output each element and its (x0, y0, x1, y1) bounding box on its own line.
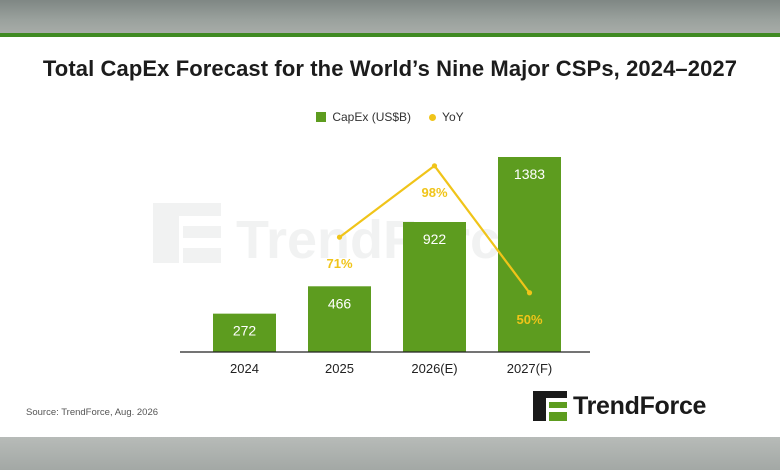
legend-item-yoy: YoY (429, 110, 464, 124)
x-tick-label: 2026(E) (411, 361, 457, 376)
legend: CapEx (US$B) YoY (0, 110, 780, 124)
bottom-band (0, 437, 780, 470)
dot-swatch-icon (429, 113, 437, 121)
bar-value-label: 272 (233, 323, 257, 339)
bar-value-label: 1383 (514, 166, 545, 182)
legend-item-capex: CapEx (US$B) (316, 110, 411, 124)
yoy-value-label: 50% (516, 312, 542, 327)
top-accent-line (0, 33, 780, 37)
source-note: Source: TrendForce, Aug. 2026 (26, 407, 159, 418)
watermark: TrendForce (153, 203, 530, 270)
bar-value-label: 922 (423, 231, 447, 247)
brand-name: TrendForce (573, 391, 707, 420)
bar-2027(F) (498, 157, 561, 352)
top-band (0, 0, 780, 33)
bar-2024 (213, 313, 276, 352)
x-tick-label: 2024 (230, 361, 259, 376)
bar-swatch-icon (316, 112, 327, 122)
yoy-value-label: 98% (421, 185, 447, 200)
bar-2026(E) (403, 222, 466, 352)
yoy-point (431, 163, 438, 169)
bar-value-label: 466 (328, 295, 352, 311)
trendforce-logo-icon (533, 391, 567, 421)
x-tick-label: 2025 (325, 361, 354, 376)
bar-series: 272 466 922 1383 (213, 157, 561, 352)
bar-2025 (308, 286, 371, 352)
yoy-point (336, 234, 343, 240)
brand-logo: TrendForce (533, 391, 706, 421)
yoy-point (526, 290, 533, 296)
legend-label-yoy: YoY (442, 110, 464, 124)
legend-label-capex: CapEx (US$B) (332, 110, 412, 124)
chart-title: Total CapEx Forecast for the World’s Nin… (42, 56, 738, 81)
x-tick-labels: 2024 2025 2026(E) 2027(F) (230, 361, 552, 376)
x-tick-label: 2027(F) (507, 361, 553, 376)
watermark-text: TrendForce (236, 210, 530, 270)
yoy-series: 71% 98% 50% (326, 163, 543, 327)
yoy-value-label: 71% (326, 256, 352, 271)
